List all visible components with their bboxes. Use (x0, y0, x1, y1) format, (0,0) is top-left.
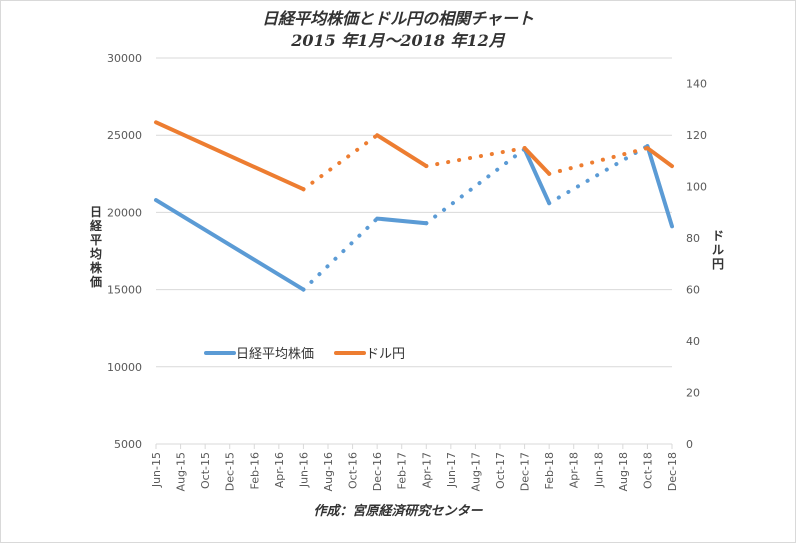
footer-credit: 作成：宮原経済研究センター (313, 504, 483, 519)
x-tick-label: Aug-18 (617, 452, 630, 491)
series-segment (154, 198, 306, 292)
y-right-tick-label: 120 (686, 129, 707, 142)
x-tick-label: Jun-18 (592, 452, 605, 488)
x-tick-label: Jun-17 (445, 452, 458, 488)
x-tick-label: Dec-18 (666, 452, 679, 491)
y-right-tick-label: 100 (686, 181, 707, 194)
x-tick-label: Apr-18 (568, 452, 581, 488)
series-segment-dotted (424, 146, 527, 169)
x-tick-label: Aug-17 (469, 452, 482, 491)
y-right-tick-label: 0 (686, 438, 693, 451)
y-right-tick-label: 40 (686, 335, 700, 348)
x-tick-label: Apr-17 (420, 452, 433, 488)
x-tick-label: Oct-16 (347, 452, 360, 489)
x-tick-label: Feb-16 (248, 452, 261, 489)
x-tick-label: Oct-17 (494, 452, 507, 489)
x-tick-label: Aug-15 (175, 452, 188, 491)
series-segment-dotted (424, 147, 527, 226)
x-tick-label: Dec-17 (519, 452, 532, 491)
x-tick-label: Apr-16 (273, 452, 286, 488)
chart-title-line2: 2015 年1月～2018 年12月 (291, 31, 505, 50)
legend-label: ドル円 (366, 347, 405, 362)
x-tick-label: Dec-16 (371, 452, 384, 491)
x-tick-label: Dec-15 (224, 452, 237, 491)
series-segment-dotted (301, 216, 380, 292)
series-segment (522, 146, 552, 176)
y-left-tick-label: 30000 (107, 52, 142, 65)
x-tick-label: Oct-18 (641, 452, 654, 489)
y-left-tick-label: 5000 (114, 438, 142, 451)
right-axis-title: ドル円 (711, 229, 724, 271)
x-tick-label: Aug-16 (322, 452, 335, 491)
y-left-tick-label: 20000 (107, 206, 142, 219)
x-tick-label: Feb-17 (396, 452, 409, 489)
series-segment-dotted (301, 133, 380, 192)
x-tick-label: Oct-15 (199, 452, 212, 489)
y-right-tick-label: 20 (686, 387, 700, 400)
series-segment (645, 144, 674, 229)
y-right-tick-label: 140 (686, 78, 707, 91)
series-segment-dotted (547, 146, 650, 176)
series-segment (375, 133, 429, 169)
left-axis-title: 日経平均株価 (89, 205, 102, 289)
y-left-tick-label: 15000 (107, 284, 142, 297)
y-right-tick-label: 80 (686, 232, 700, 245)
chart-title-line1: 日経平均株価とドル円の相関チャート (262, 9, 534, 28)
x-tick-label: Jun-15 (150, 452, 163, 488)
series-segment (154, 120, 306, 192)
series-segment (645, 146, 674, 169)
y-left-tick-label: 10000 (107, 361, 142, 374)
series-segment (375, 216, 429, 226)
y-left-tick-label: 25000 (107, 129, 142, 142)
series-segment-dotted (547, 144, 650, 206)
chart-title: 日経平均株価とドル円の相関チャート 2015 年1月～2018 年12月 (0, 8, 796, 52)
x-tick-label: Jun-16 (297, 452, 310, 488)
series-segment (522, 147, 552, 206)
legend-label: 日経平均株価 (236, 347, 314, 362)
y-right-tick-label: 60 (686, 284, 700, 297)
x-tick-label: Feb-18 (543, 452, 556, 489)
